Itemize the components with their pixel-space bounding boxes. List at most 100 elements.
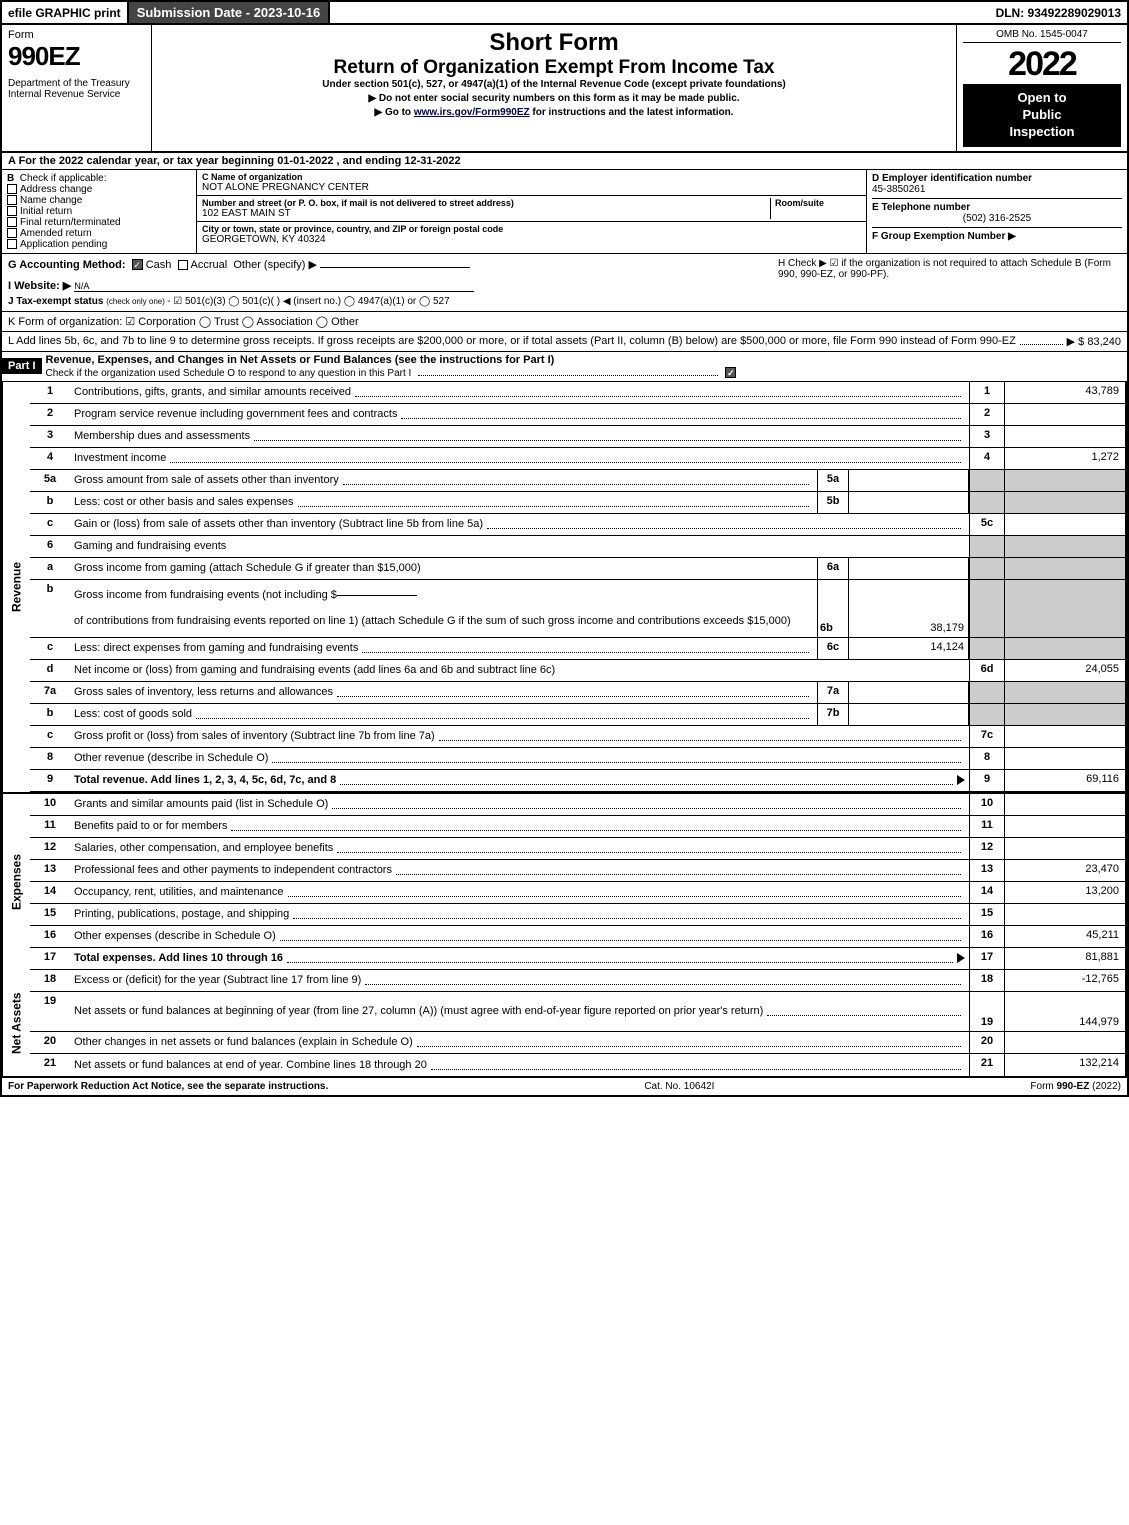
ln13-n: 13 [30,860,70,881]
ln6c-mv: 14,124 [849,638,969,659]
cat-no: Cat. No. 10642I [644,1081,714,1092]
ln5a-vg [1005,470,1125,491]
ln10-d: Grants and similar amounts paid (list in… [74,798,328,810]
ln9-r: 9 [969,770,1005,791]
ln12-v [1005,838,1125,859]
ln17-r: 17 [969,948,1005,969]
ln1-v: 43,789 [1005,382,1125,403]
ln7a-rg [969,682,1005,703]
ln7c-n: c [30,726,70,747]
return-title: Return of Organization Exempt From Incom… [158,57,950,79]
ln21-v: 132,214 [1005,1054,1125,1076]
ln11-d: Benefits paid to or for members [74,820,227,832]
ln6a-mv [849,558,969,579]
j-opts: - ☑ 501(c)(3) ◯ 501(c)( ) ◀ (insert no.)… [167,296,450,307]
ln5b-rg [969,492,1005,513]
col-b: B Check if applicable: Address change Na… [2,170,197,253]
efile-label: efile GRAPHIC print [2,3,127,23]
ln18-n: 18 [30,970,70,991]
ln1-n: 1 [30,382,70,403]
ln16-d: Other expenses (describe in Schedule O) [74,930,276,942]
g-label: G Accounting Method: [8,259,126,271]
open-1: Open to [967,90,1117,107]
ln6c-m: 6c [817,638,849,659]
ln7b-vg [1005,704,1125,725]
ln6b-d1: Gross income from fundraising events (no… [74,589,337,601]
ln7a-vg [1005,682,1125,703]
ln7b-n: b [30,704,70,725]
ln21-r: 21 [969,1054,1005,1076]
ln5b-vg [1005,492,1125,513]
b-opt-name: Name change [20,195,82,206]
row-g-h: G Accounting Method: ✓ Cash Accrual Othe… [0,254,1129,312]
ln15-r: 15 [969,904,1005,925]
ln7b-m: 7b [817,704,849,725]
phone: (502) 316-2525 [872,213,1122,224]
room-hd: Room/suite [775,198,861,208]
ln17-d: Total expenses. Add lines 10 through 16 [74,952,283,964]
ln6d-d: Net income or (loss) from gaming and fun… [74,664,555,676]
ln19-d: Net assets or fund balances at beginning… [74,1005,763,1017]
ln11-n: 11 [30,816,70,837]
bullet-ssn: ▶ Do not enter social security numbers o… [158,93,950,104]
form-header: Form 990EZ Department of the Treasury In… [0,25,1129,153]
l-amount: ▶ $ 83,240 [1067,335,1121,348]
ln11-v [1005,816,1125,837]
ln5c-n: c [30,514,70,535]
ln6-vg [1005,536,1125,557]
ln15-d: Printing, publications, postage, and shi… [74,908,289,920]
ln13-d: Professional fees and other payments to … [74,864,392,876]
ln8-r: 8 [969,748,1005,769]
ln12-d: Salaries, other compensation, and employ… [74,842,333,854]
website-val: N/A [74,281,474,292]
h-box: H Check ▶ ☑ if the organization is not r… [772,254,1127,311]
ln7a-m: 7a [817,682,849,703]
dept-label: Department of the Treasury [8,78,145,89]
ln1-d: Contributions, gifts, grants, and simila… [74,386,351,398]
part-i-title: Revenue, Expenses, and Changes in Net As… [46,354,555,366]
b-head: Check if applicable: [20,173,107,184]
ln16-n: 16 [30,926,70,947]
ln6b-mv: 38,179 [849,580,969,637]
ln8-v [1005,748,1125,769]
top-bar: efile GRAPHIC print Submission Date - 20… [0,0,1129,25]
ln8-n: 8 [30,748,70,769]
ln5c-v [1005,514,1125,535]
ln18-v: -12,765 [1005,970,1125,991]
footer-right: Form 990-EZ (2022) [1030,1081,1121,1092]
ln9-d: Total revenue. Add lines 1, 2, 3, 4, 5c,… [74,774,336,786]
ln2-n: 2 [30,404,70,425]
org-name: NOT ALONE PREGNANCY CENTER [202,182,861,193]
ln17-n: 17 [30,948,70,969]
open-2: Public [967,107,1117,124]
irs-link[interactable]: www.irs.gov/Form990EZ [414,107,530,118]
f-hd: F Group Exemption Number ▶ [872,231,1016,242]
ln6d-n: d [30,660,70,681]
ln20-d: Other changes in net assets or fund bala… [74,1036,413,1048]
j-sub: (check only one) [106,297,167,306]
ein: 45-3850261 [872,184,925,195]
ln9-n: 9 [30,770,70,791]
ln18-d: Excess or (deficit) for the year (Subtra… [74,974,361,986]
ln7b-rg [969,704,1005,725]
ln14-r: 14 [969,882,1005,903]
ln6c-vg [1005,638,1125,659]
goto-pre: ▶ Go to [374,107,413,118]
page-footer: For Paperwork Reduction Act Notice, see … [0,1078,1129,1097]
ln20-v [1005,1032,1125,1053]
ln5a-mv [849,470,969,491]
ln5a-n: 5a [30,470,70,491]
ln6c-rg [969,638,1005,659]
ln6-d: Gaming and fundraising events [74,540,226,552]
ln20-r: 20 [969,1032,1005,1053]
col-def: D Employer identification number 45-3850… [867,170,1127,253]
b-opt-initial: Initial return [20,206,72,217]
arrow-icon [957,775,965,785]
ln3-d: Membership dues and assessments [74,430,250,442]
ln1-r: 1 [969,382,1005,403]
goto-post: for instructions and the latest informat… [530,107,734,118]
ln6-n: 6 [30,536,70,557]
ln17-v: 81,881 [1005,948,1125,969]
c-street-hd: Number and street (or P. O. box, if mail… [202,198,766,208]
ln14-d: Occupancy, rent, utilities, and maintena… [74,886,284,898]
